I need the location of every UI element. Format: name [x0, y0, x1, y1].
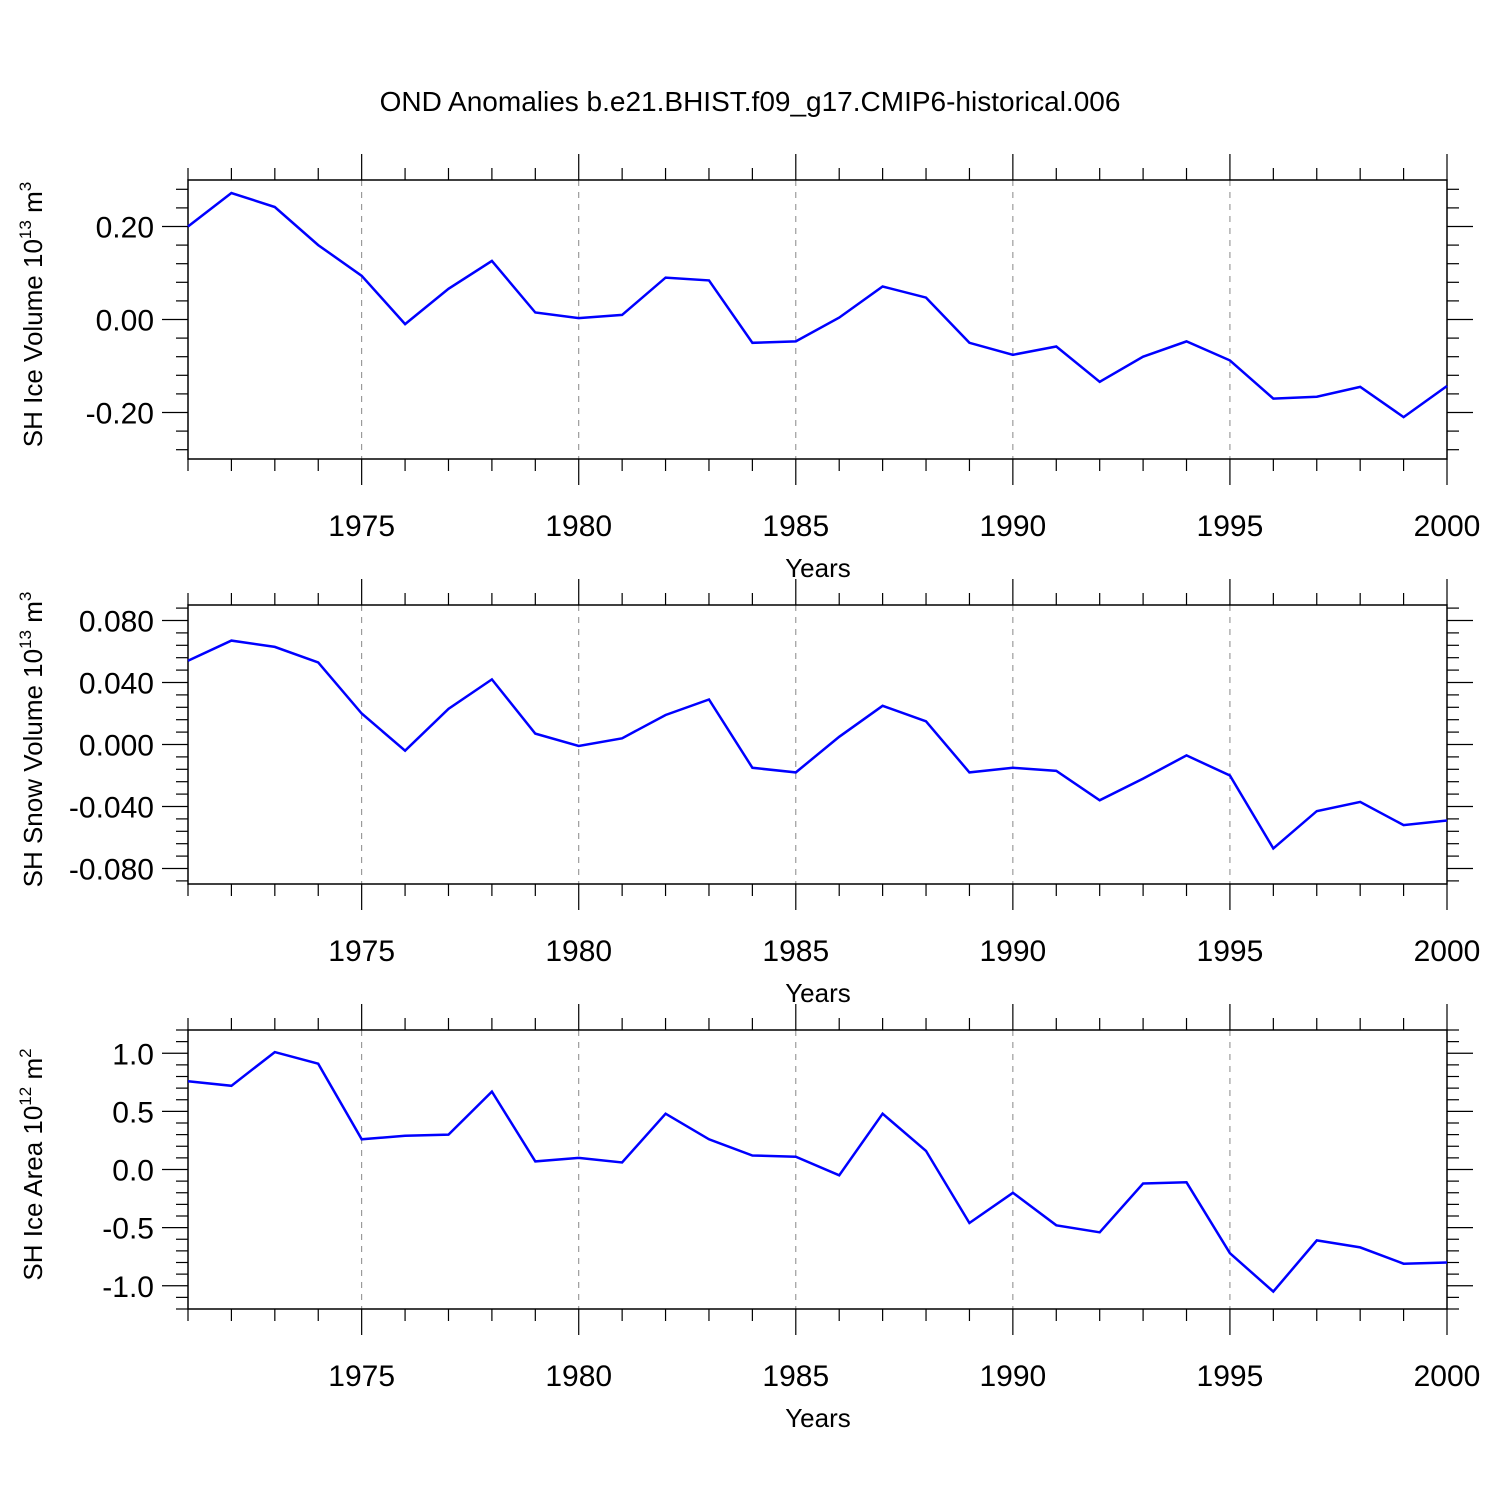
y-axis-title: SH Snow Volume 1013 m3 — [16, 592, 48, 888]
y-tick-label: 0.000 — [79, 730, 154, 763]
panel-3: -1.0 -0.5 0.0 0.5 1.0 1975 1980 1985 1990 1995 200… — [16, 1004, 1480, 1433]
x-tick-label: 2000 — [1414, 935, 1481, 968]
x-tick-label: 2000 — [1414, 1360, 1481, 1393]
y-tick-label: 0.080 — [79, 606, 154, 639]
x-axis-title: Years — [785, 1403, 851, 1433]
y-tick-label: 0.0 — [112, 1155, 154, 1188]
x-tick-label: 1975 — [328, 1360, 395, 1393]
y-tick-label: -0.5 — [102, 1213, 154, 1246]
x-tick-label: 1980 — [545, 1360, 612, 1393]
panel-1: -0.20 0.00 0.20 1975 1980 1985 1990 1995 2000 Yea… — [16, 154, 1480, 583]
y-tick-label: 0.5 — [112, 1096, 154, 1129]
series-line-1 — [187, 1050, 1448, 1294]
x-tick-label: 1985 — [762, 935, 829, 968]
page-title: OND Anomalies b.e21.BHIST.f09_g17.CMIP6-… — [379, 86, 1121, 117]
y-tick-label: 0.040 — [79, 668, 154, 701]
x-tick-label: 2000 — [1414, 510, 1481, 543]
x-axis-title: Years — [785, 978, 851, 1008]
x-tick-label: 1990 — [979, 935, 1046, 968]
y-tick-label: 1.0 — [112, 1038, 154, 1071]
x-tick-label: 1995 — [1197, 510, 1264, 543]
x-tick-label: 1980 — [545, 935, 612, 968]
series-line-1 — [187, 639, 1448, 851]
x-tick-label: 1985 — [762, 510, 829, 543]
plot-frame — [187, 1029, 1448, 1310]
y-tick-label: -0.20 — [86, 398, 154, 431]
y-axis-title: SH Ice Volume 1013 m3 — [16, 182, 48, 447]
series-line-1 — [187, 191, 1448, 419]
y-axis-title: SH Ice Area 1012 m2 — [16, 1048, 48, 1280]
x-tick-label: 1985 — [762, 1360, 829, 1393]
x-tick-label: 1990 — [979, 510, 1046, 543]
x-tick-label: 1995 — [1197, 1360, 1264, 1393]
y-tick-label: 0.00 — [96, 305, 154, 338]
plot-frame — [187, 604, 1448, 885]
x-axis-title: Years — [785, 553, 851, 583]
y-tick-label: -1.0 — [102, 1271, 154, 1304]
x-tick-label: 1980 — [545, 510, 612, 543]
y-tick-label: -0.080 — [69, 854, 154, 887]
plot-frame — [187, 179, 1448, 460]
y-tick-label: -0.040 — [69, 792, 154, 825]
y-tick-label: 0.20 — [96, 212, 154, 245]
x-tick-label: 1995 — [1197, 935, 1264, 968]
x-tick-label: 1975 — [328, 510, 395, 543]
x-tick-label: 1990 — [979, 1360, 1046, 1393]
x-tick-label: 1975 — [328, 935, 395, 968]
panel-2: -0.080 -0.040 0.000 0.040 0.080 1975 1980 1985 1… — [16, 579, 1480, 1008]
